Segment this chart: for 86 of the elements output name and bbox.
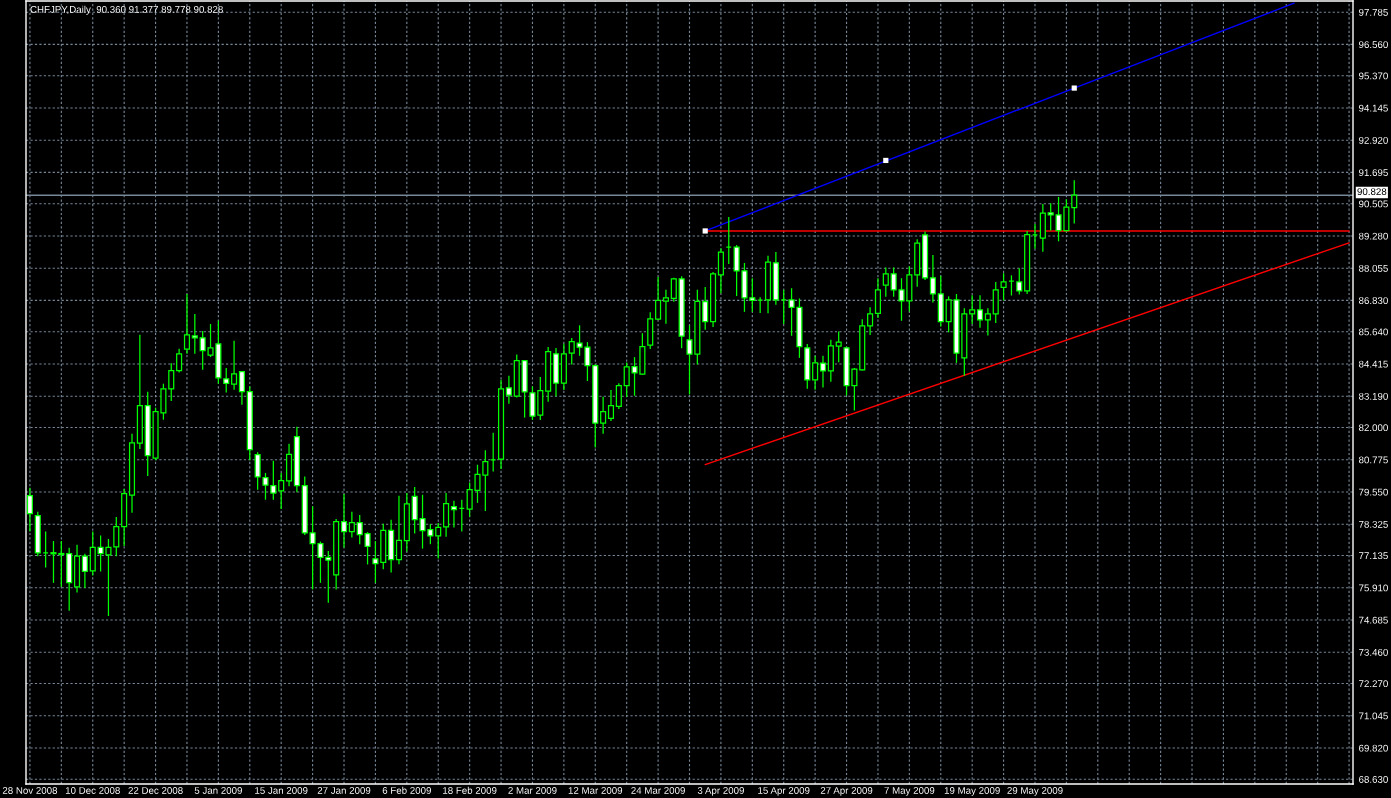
candlestick bbox=[278, 472, 285, 509]
y-tick-label: 82.000 bbox=[1358, 424, 1388, 432]
x-tick-label: 15 Apr 2009 bbox=[758, 787, 810, 796]
y-tick-label: 91.695 bbox=[1359, 169, 1388, 177]
x-tick-label: 29 May 2009 bbox=[1007, 787, 1063, 796]
candlestick bbox=[607, 390, 615, 422]
chart-title: CHFJPY,Daily 90.360 91.377 89.778 90.828 bbox=[30, 5, 223, 15]
y-tick-label: 89.280 bbox=[1358, 232, 1388, 240]
y-tick-label: 90.505 bbox=[1359, 200, 1388, 208]
candlestick bbox=[1071, 180, 1078, 224]
candlestick bbox=[450, 500, 457, 528]
x-tick-label: 15 Jan 2009 bbox=[255, 787, 308, 794]
candlestick bbox=[835, 331, 842, 363]
y-tick-label: 85.640 bbox=[1358, 328, 1388, 336]
candlestick bbox=[717, 248, 724, 294]
y-tick-label: 95.370 bbox=[1359, 72, 1388, 80]
y-tick-label: 78.325 bbox=[1359, 520, 1388, 528]
candlestick bbox=[655, 276, 662, 320]
y-tick-label: 94.145 bbox=[1359, 104, 1388, 112]
x-tick-label: 12 Mar 2009 bbox=[568, 787, 623, 794]
y-tick-label: 75.910 bbox=[1359, 584, 1388, 592]
candlestick bbox=[984, 308, 991, 336]
candlestick bbox=[223, 367, 230, 393]
y-tick-label: 68.630 bbox=[1359, 776, 1388, 783]
candlestick bbox=[992, 281, 999, 323]
y-tick-label: 73.460 bbox=[1359, 648, 1388, 656]
candlestick bbox=[1000, 273, 1007, 301]
candlestick bbox=[929, 255, 936, 303]
candlestick bbox=[183, 294, 191, 354]
candlestick bbox=[395, 495, 403, 565]
candlestick bbox=[874, 278, 882, 318]
candlestick bbox=[882, 267, 889, 297]
y-tick-label: 88.055 bbox=[1358, 264, 1388, 272]
candlestick bbox=[670, 277, 677, 302]
x-tick-label: 3 Apr 2009 bbox=[697, 787, 744, 796]
y-tick-label: 71.045 bbox=[1359, 712, 1388, 720]
candlestick bbox=[976, 295, 984, 328]
x-tick-label: 24 Mar 2009 bbox=[631, 787, 685, 794]
y-tick-label: 96.560 bbox=[1359, 41, 1388, 49]
x-tick-label: 5 Jan 2009 bbox=[194, 787, 242, 794]
ref-line-label: 90.828 bbox=[1357, 188, 1387, 196]
candlestick bbox=[819, 355, 827, 388]
candlestick bbox=[435, 522, 442, 559]
y-tick-label: 83.190 bbox=[1358, 392, 1388, 400]
candlestick bbox=[168, 363, 175, 402]
point bbox=[1071, 85, 1077, 91]
y-tick-label: 69.820 bbox=[1359, 744, 1388, 752]
y-tick-label: 92.920 bbox=[1359, 136, 1388, 144]
candlestick bbox=[615, 383, 622, 409]
y-tick-label: 72.270 bbox=[1359, 680, 1388, 688]
y-tick-label: 77.135 bbox=[1359, 552, 1388, 560]
candlestick bbox=[340, 493, 348, 548]
candlestick bbox=[81, 553, 88, 589]
x-tick-label: 22 Dec 2008 bbox=[128, 787, 183, 794]
point bbox=[702, 228, 708, 234]
y-tick-label: 79.550 bbox=[1359, 488, 1388, 496]
candlestick bbox=[191, 313, 198, 354]
candlestick bbox=[702, 286, 709, 330]
x-tick-label: 27 Apr 2009 bbox=[820, 787, 873, 796]
y-tick-label: 97.785 bbox=[1359, 8, 1388, 16]
candlestick bbox=[238, 371, 245, 405]
y-tick-label: 84.415 bbox=[1358, 360, 1388, 368]
candlestick bbox=[443, 492, 450, 537]
candlestick bbox=[867, 307, 874, 335]
y-tick-label: 86.830 bbox=[1358, 297, 1388, 305]
x-tick-label: 18 Feb 2009 bbox=[443, 786, 497, 794]
candlestick bbox=[231, 340, 238, 390]
x-tick-label: 28 Nov 2008 bbox=[2, 787, 58, 794]
candlestick bbox=[969, 295, 976, 324]
candlestick bbox=[662, 289, 670, 324]
x-tick-label: 19 May 2009 bbox=[944, 787, 1000, 796]
candlestick bbox=[600, 396, 607, 434]
candlestick bbox=[1016, 268, 1023, 295]
x-tick-label: 6 Feb 2009 bbox=[382, 786, 431, 794]
x-tick-label: 10 Dec 2008 bbox=[65, 787, 120, 794]
x-tick-label: 27 Jan 2009 bbox=[317, 787, 371, 794]
point bbox=[883, 157, 889, 164]
x-tick-label: 7 May 2009 bbox=[884, 787, 935, 796]
y-tick-label: 80.775 bbox=[1358, 456, 1388, 464]
candlestick bbox=[812, 355, 819, 390]
candlestick bbox=[348, 511, 355, 538]
y-tick-label: 74.685 bbox=[1359, 616, 1388, 624]
candlestick bbox=[89, 531, 96, 576]
candlestick bbox=[176, 348, 183, 373]
x-tick-label: 2 Mar 2009 bbox=[508, 787, 557, 794]
candlestick bbox=[505, 375, 512, 404]
